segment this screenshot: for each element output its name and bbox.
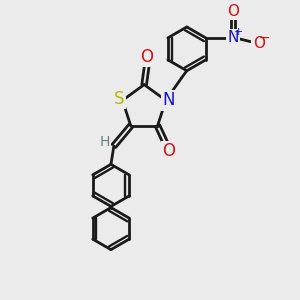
Text: H: H [99, 136, 110, 149]
Text: O: O [162, 142, 175, 160]
Text: N: N [163, 92, 175, 110]
Text: N: N [227, 30, 239, 45]
Text: −: − [259, 31, 270, 45]
Text: S: S [114, 90, 124, 108]
Text: O: O [253, 36, 265, 51]
Text: O: O [227, 4, 239, 19]
Text: O: O [141, 48, 154, 66]
Text: +: + [233, 27, 243, 37]
